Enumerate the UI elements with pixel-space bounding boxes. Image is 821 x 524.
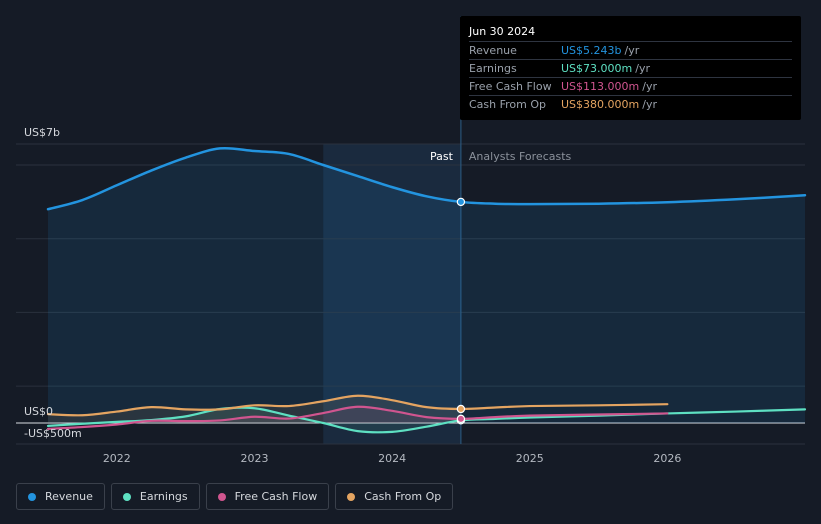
- revenue-highlight-point: [456, 197, 466, 207]
- forecast-label: Analysts Forecasts: [469, 150, 572, 163]
- legend-dot-icon: [122, 492, 131, 501]
- legend-label: Revenue: [45, 490, 93, 503]
- legend-item-cash-from-op[interactable]: Cash From Op: [335, 483, 454, 510]
- legend: Revenue Earnings Free Cash Flow Cash From O…: [16, 483, 454, 510]
- tooltip-row-unit: /yr: [635, 62, 650, 75]
- past-region: [323, 144, 461, 444]
- cash-from-op-highlight-point: [456, 404, 466, 414]
- tooltip-row-label: Cash From Op: [469, 98, 547, 111]
- tooltip-row-value: US$380.000m: [561, 98, 640, 111]
- tooltip-row: Free Cash Flow US$113.000m/yr: [469, 77, 792, 95]
- legend-dot-icon: [217, 492, 226, 501]
- tooltip-row-value: US$113.000m: [561, 80, 640, 93]
- legend-label: Cash From Op: [364, 490, 442, 503]
- revenue-line: [46, 146, 807, 211]
- tooltip-row-label: Revenue: [469, 44, 517, 57]
- tooltip-row-value: US$73.000m: [561, 62, 633, 75]
- past-label: Past: [430, 150, 454, 163]
- cash-from-op-line: [46, 394, 669, 417]
- tooltip-row: Revenue US$5.243b/yr: [469, 41, 792, 59]
- tooltip-row-unit: /yr: [624, 44, 640, 57]
- free-cash-flow-highlight-point: [456, 414, 466, 424]
- tooltip-row-label: Earnings: [469, 62, 517, 75]
- tooltip-row: Cash From Op US$380.000m/yr: [469, 95, 792, 113]
- y-label-top: US$7b: [24, 126, 60, 139]
- legend-item-earnings[interactable]: Earnings: [110, 483, 200, 510]
- tooltip-row: Earnings US$73.000m/yr: [469, 59, 792, 77]
- legend-label: Free Cash Flow: [234, 490, 318, 503]
- x-tick-label: 2025: [516, 452, 544, 465]
- tooltip-date: Jun 30 2024: [469, 25, 536, 38]
- legend-dot-icon: [347, 492, 356, 501]
- legend-item-free-cash-flow[interactable]: Free Cash Flow: [205, 483, 330, 510]
- y-label-bottom: -US$500m: [24, 427, 82, 440]
- free-cash-flow-line: [46, 405, 669, 430]
- x-tick-label: 2023: [240, 452, 268, 465]
- legend-dot-icon: [28, 492, 36, 501]
- y-label-zero: US$0: [24, 405, 53, 418]
- legend-label: Earnings: [139, 490, 188, 503]
- revenue-area: [48, 148, 805, 423]
- tooltip-row-label: Free Cash Flow: [469, 80, 552, 93]
- tooltip-row-unit: /yr: [642, 98, 657, 111]
- x-tick-label: 2024: [378, 452, 406, 465]
- tooltip-row-value: US$5.243b: [561, 44, 622, 57]
- x-tick-label: 2026: [653, 452, 681, 465]
- tooltip-panel: Jun 30 2024 Revenue US$5.243b/yr Earnings U…: [460, 16, 801, 120]
- legend-item-revenue[interactable]: Revenue: [16, 483, 105, 510]
- earnings-area: [48, 407, 461, 433]
- tooltip-row-unit: /yr: [642, 80, 657, 93]
- x-tick-label: 2022: [103, 452, 131, 465]
